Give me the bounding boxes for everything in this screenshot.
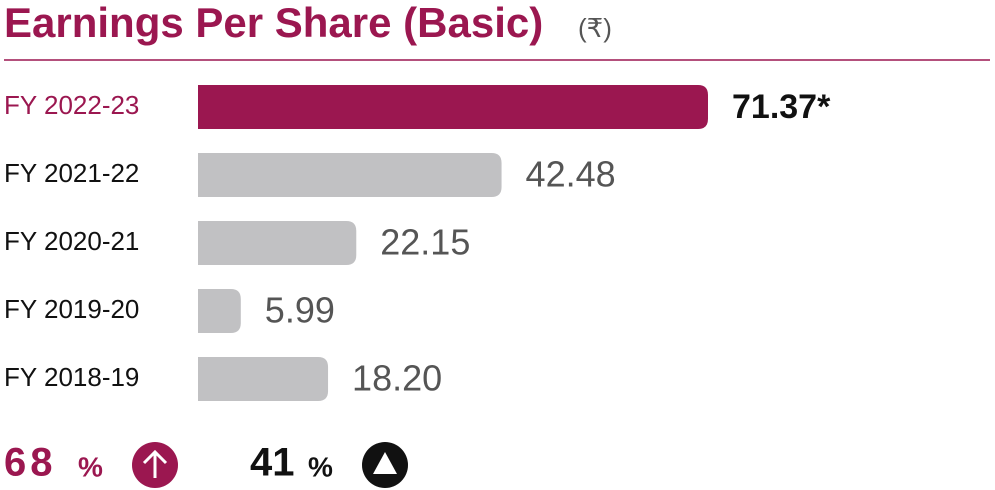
value-label: 22.15: [380, 222, 470, 263]
annotation-2: 41 %: [250, 441, 408, 488]
bar: [198, 289, 241, 333]
triangle: [373, 452, 397, 474]
category-label: FY 2021-22: [4, 158, 139, 188]
annotation-unit: %: [78, 451, 103, 482]
bar: [198, 357, 329, 401]
up-arrow: [142, 449, 168, 478]
chart-title: Earnings Per Share (Basic): [4, 0, 543, 46]
bar: [198, 85, 708, 129]
annotation-1: 68 %: [4, 441, 178, 488]
category-label: FY 2022-23: [4, 90, 139, 120]
bar: [198, 221, 357, 265]
annotation-number: 41: [250, 441, 295, 485]
value-label: 71.37*: [732, 88, 831, 126]
value-label: 5.99: [265, 290, 335, 331]
bar: [198, 153, 502, 197]
annotation-number: 68: [4, 441, 57, 485]
category-label: FY 2020-21: [4, 226, 139, 256]
annotation-unit: %: [308, 451, 333, 482]
category-label: FY 2018-19: [4, 362, 139, 392]
value-label: 18.20: [352, 358, 442, 399]
category-label: FY 2019-20: [4, 294, 139, 324]
value-label: 42.48: [526, 154, 616, 195]
chart-subtitle: (₹): [578, 13, 612, 43]
